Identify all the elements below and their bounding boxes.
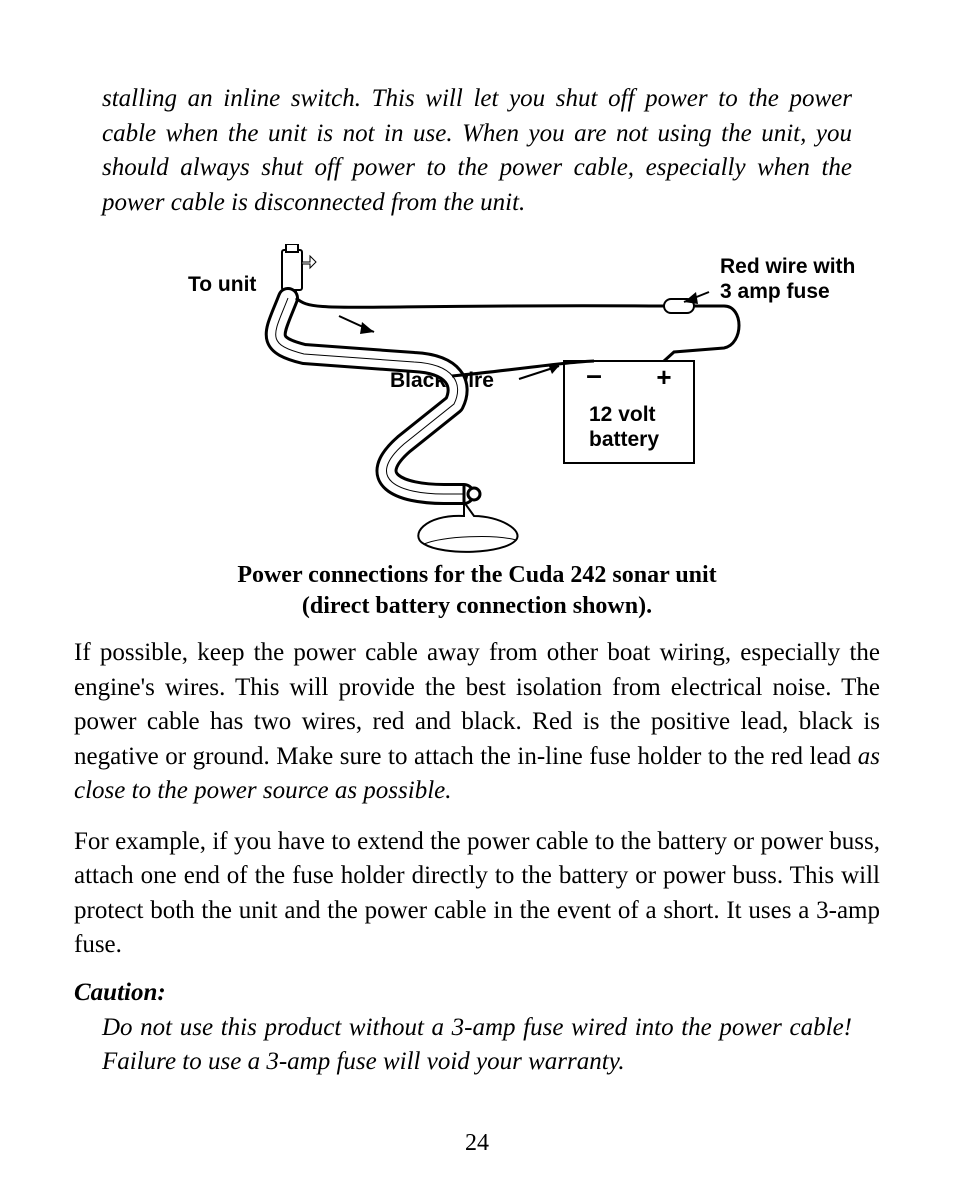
caption-l1: Power connections for the Cuda 242 sonar… [237,562,716,588]
caption-l2: (direct battery connection shown). [302,593,652,619]
figure-caption: Power connections for the Cuda 242 sonar… [74,560,880,622]
para-example: For example, if you have to extend the p… [74,825,880,963]
page: stalling an inline switch. This will let… [0,0,954,1197]
page-number: 24 [74,1130,880,1157]
wiring-diagram: – + [164,244,864,554]
unit-arrow [339,316,374,334]
figure-wrap: To unit Red wire with 3 amp fuse Black w… [74,244,880,554]
red-arrow [684,292,709,304]
power-cable [276,298,464,494]
intro-paragraph: stalling an inline switch. This will let… [74,82,880,220]
caution-heading: Caution: [74,979,880,1007]
para-isolation: If possible, keep the power cable away f… [74,636,880,809]
battery-plus: + [656,362,671,392]
battery-minus: – [586,359,602,390]
caution-body: Do not use this product without a 3-amp … [74,1011,880,1080]
black-wire [452,361,594,376]
para1-a: If possible, keep the power cable away f… [74,639,880,770]
